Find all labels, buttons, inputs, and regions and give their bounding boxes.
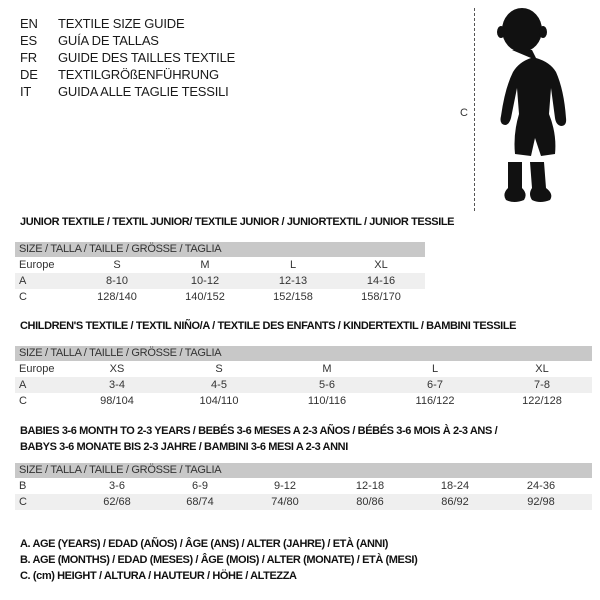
table-row: B 3-6 6-9 9-12 12-18 18-24 24-36 bbox=[15, 478, 592, 494]
table-cell: 128/140 bbox=[97, 291, 137, 303]
table-cell: 18-24 bbox=[440, 480, 470, 492]
row-label: C bbox=[19, 496, 27, 508]
table-title: BABYS 3-6 MONATE BIS 2-3 JAHRE / BAMBINI… bbox=[20, 441, 348, 453]
table-row: A 3-4 4-5 5-6 6-7 7-8 bbox=[15, 377, 592, 393]
size-table: SIZE / TALLA / TAILLE / GRÖSSE / TAGLIA E… bbox=[15, 242, 425, 305]
table-cell: L bbox=[289, 259, 297, 271]
table-cell: S bbox=[215, 363, 223, 375]
table-cell: 12-13 bbox=[278, 275, 308, 287]
table-title: BABIES 3-6 MONTH TO 2-3 YEARS / BEBÉS 3-… bbox=[20, 425, 498, 437]
table-row: C 98/104 104/110 110/116 116/122 122/128 bbox=[15, 393, 592, 409]
table-header: SIZE / TALLA / TAILLE / GRÖSSE / TAGLIA bbox=[15, 242, 425, 257]
legend-note: A. AGE (YEARS) / EDAD (AÑOS) / ÂGE (ANS)… bbox=[20, 538, 388, 550]
table-cell: 6-9 bbox=[192, 480, 208, 492]
table-cell: 6-7 bbox=[427, 379, 443, 391]
table-cell: 14-16 bbox=[366, 275, 396, 287]
table-cell: 158/170 bbox=[361, 291, 401, 303]
row-label: A bbox=[19, 379, 27, 391]
table-cell: 68/74 bbox=[186, 496, 214, 508]
table-header: SIZE / TALLA / TAILLE / GRÖSSE / TAGLIA bbox=[15, 346, 592, 361]
row-label: C bbox=[19, 395, 27, 407]
table-cell: 140/152 bbox=[185, 291, 225, 303]
table-cell: 98/104 bbox=[100, 395, 134, 407]
row-label: A bbox=[19, 275, 27, 287]
table-cell: 7-8 bbox=[534, 379, 550, 391]
legend-note: C. (cm) HEIGHT / ALTURA / HAUTEUR / HÖHE… bbox=[20, 570, 297, 582]
table-cell: 9-12 bbox=[273, 480, 297, 492]
table-cell: L bbox=[431, 363, 439, 375]
table-cell: 10-12 bbox=[190, 275, 220, 287]
table-cell: 5-6 bbox=[319, 379, 335, 391]
table-row: A 8-10 10-12 12-13 14-16 bbox=[15, 273, 425, 289]
table-cell: 86/92 bbox=[441, 496, 469, 508]
row-label: Europe bbox=[19, 363, 55, 375]
table-cell: 12-18 bbox=[355, 480, 385, 492]
row-label: B bbox=[19, 480, 27, 492]
language-title: TEXTILGRÖßENFÜHRUNG bbox=[58, 67, 219, 82]
language-code: FR bbox=[20, 50, 37, 65]
table-cell: 122/128 bbox=[522, 395, 562, 407]
table-cell: 110/116 bbox=[307, 395, 347, 407]
table-cell: XS bbox=[109, 363, 125, 375]
table-cell: 92/98 bbox=[527, 496, 555, 508]
table-cell: 24-36 bbox=[526, 480, 556, 492]
table-cell: XL bbox=[374, 259, 388, 271]
height-measure-line bbox=[474, 8, 475, 211]
size-table: SIZE / TALLA / TAILLE / GRÖSSE / TAGLIA E… bbox=[15, 346, 592, 409]
language-title: GUÍA DE TALLAS bbox=[58, 33, 159, 48]
table-header: SIZE / TALLA / TAILLE / GRÖSSE / TAGLIA bbox=[15, 463, 592, 478]
language-title: GUIDA ALLE TAGLIE TESSILI bbox=[58, 84, 229, 99]
table-cell: 4-5 bbox=[211, 379, 227, 391]
table-cell: 80/86 bbox=[356, 496, 384, 508]
table-cell: XL bbox=[535, 363, 549, 375]
table-cell: 3-4 bbox=[109, 379, 125, 391]
table-row: Europe XS S M L XL bbox=[15, 361, 592, 377]
table-title: JUNIOR TEXTILE / TEXTIL JUNIOR/ TEXTILE … bbox=[20, 216, 455, 228]
language-title: GUIDE DES TAILLES TEXTILE bbox=[58, 50, 236, 65]
table-cell: 152/158 bbox=[273, 291, 313, 303]
height-label: C bbox=[460, 107, 468, 119]
language-code: DE bbox=[20, 67, 38, 82]
table-cell: 3-6 bbox=[109, 480, 125, 492]
table-row: C 128/140 140/152 152/158 158/170 bbox=[15, 289, 425, 305]
table-cell: 8-10 bbox=[105, 275, 129, 287]
size-table: SIZE / TALLA / TAILLE / GRÖSSE / TAGLIA B… bbox=[15, 463, 592, 510]
legend-note: B. AGE (MONTHS) / EDAD (MESES) / ÂGE (MO… bbox=[20, 554, 418, 566]
table-row: C 62/68 68/74 74/80 80/86 86/92 92/98 bbox=[15, 494, 592, 510]
table-cell: 62/68 bbox=[103, 496, 131, 508]
table-cell: M bbox=[322, 363, 332, 375]
table-cell: 74/80 bbox=[271, 496, 299, 508]
language-code: EN bbox=[20, 16, 38, 31]
table-cell: 116/122 bbox=[415, 395, 455, 407]
row-label: C bbox=[19, 291, 27, 303]
language-code: ES bbox=[20, 33, 37, 48]
language-title: TEXTILE SIZE GUIDE bbox=[58, 16, 185, 31]
table-title: CHILDREN'S TEXTILE / TEXTIL NIÑO/A / TEX… bbox=[20, 320, 517, 332]
table-cell: S bbox=[113, 259, 121, 271]
language-code: IT bbox=[20, 84, 32, 99]
table-cell: 104/110 bbox=[199, 395, 239, 407]
row-label: Europe bbox=[19, 259, 55, 271]
table-row: Europe S M L XL bbox=[15, 257, 425, 273]
table-cell: M bbox=[200, 259, 210, 271]
baby-silhouette-icon bbox=[497, 8, 567, 202]
